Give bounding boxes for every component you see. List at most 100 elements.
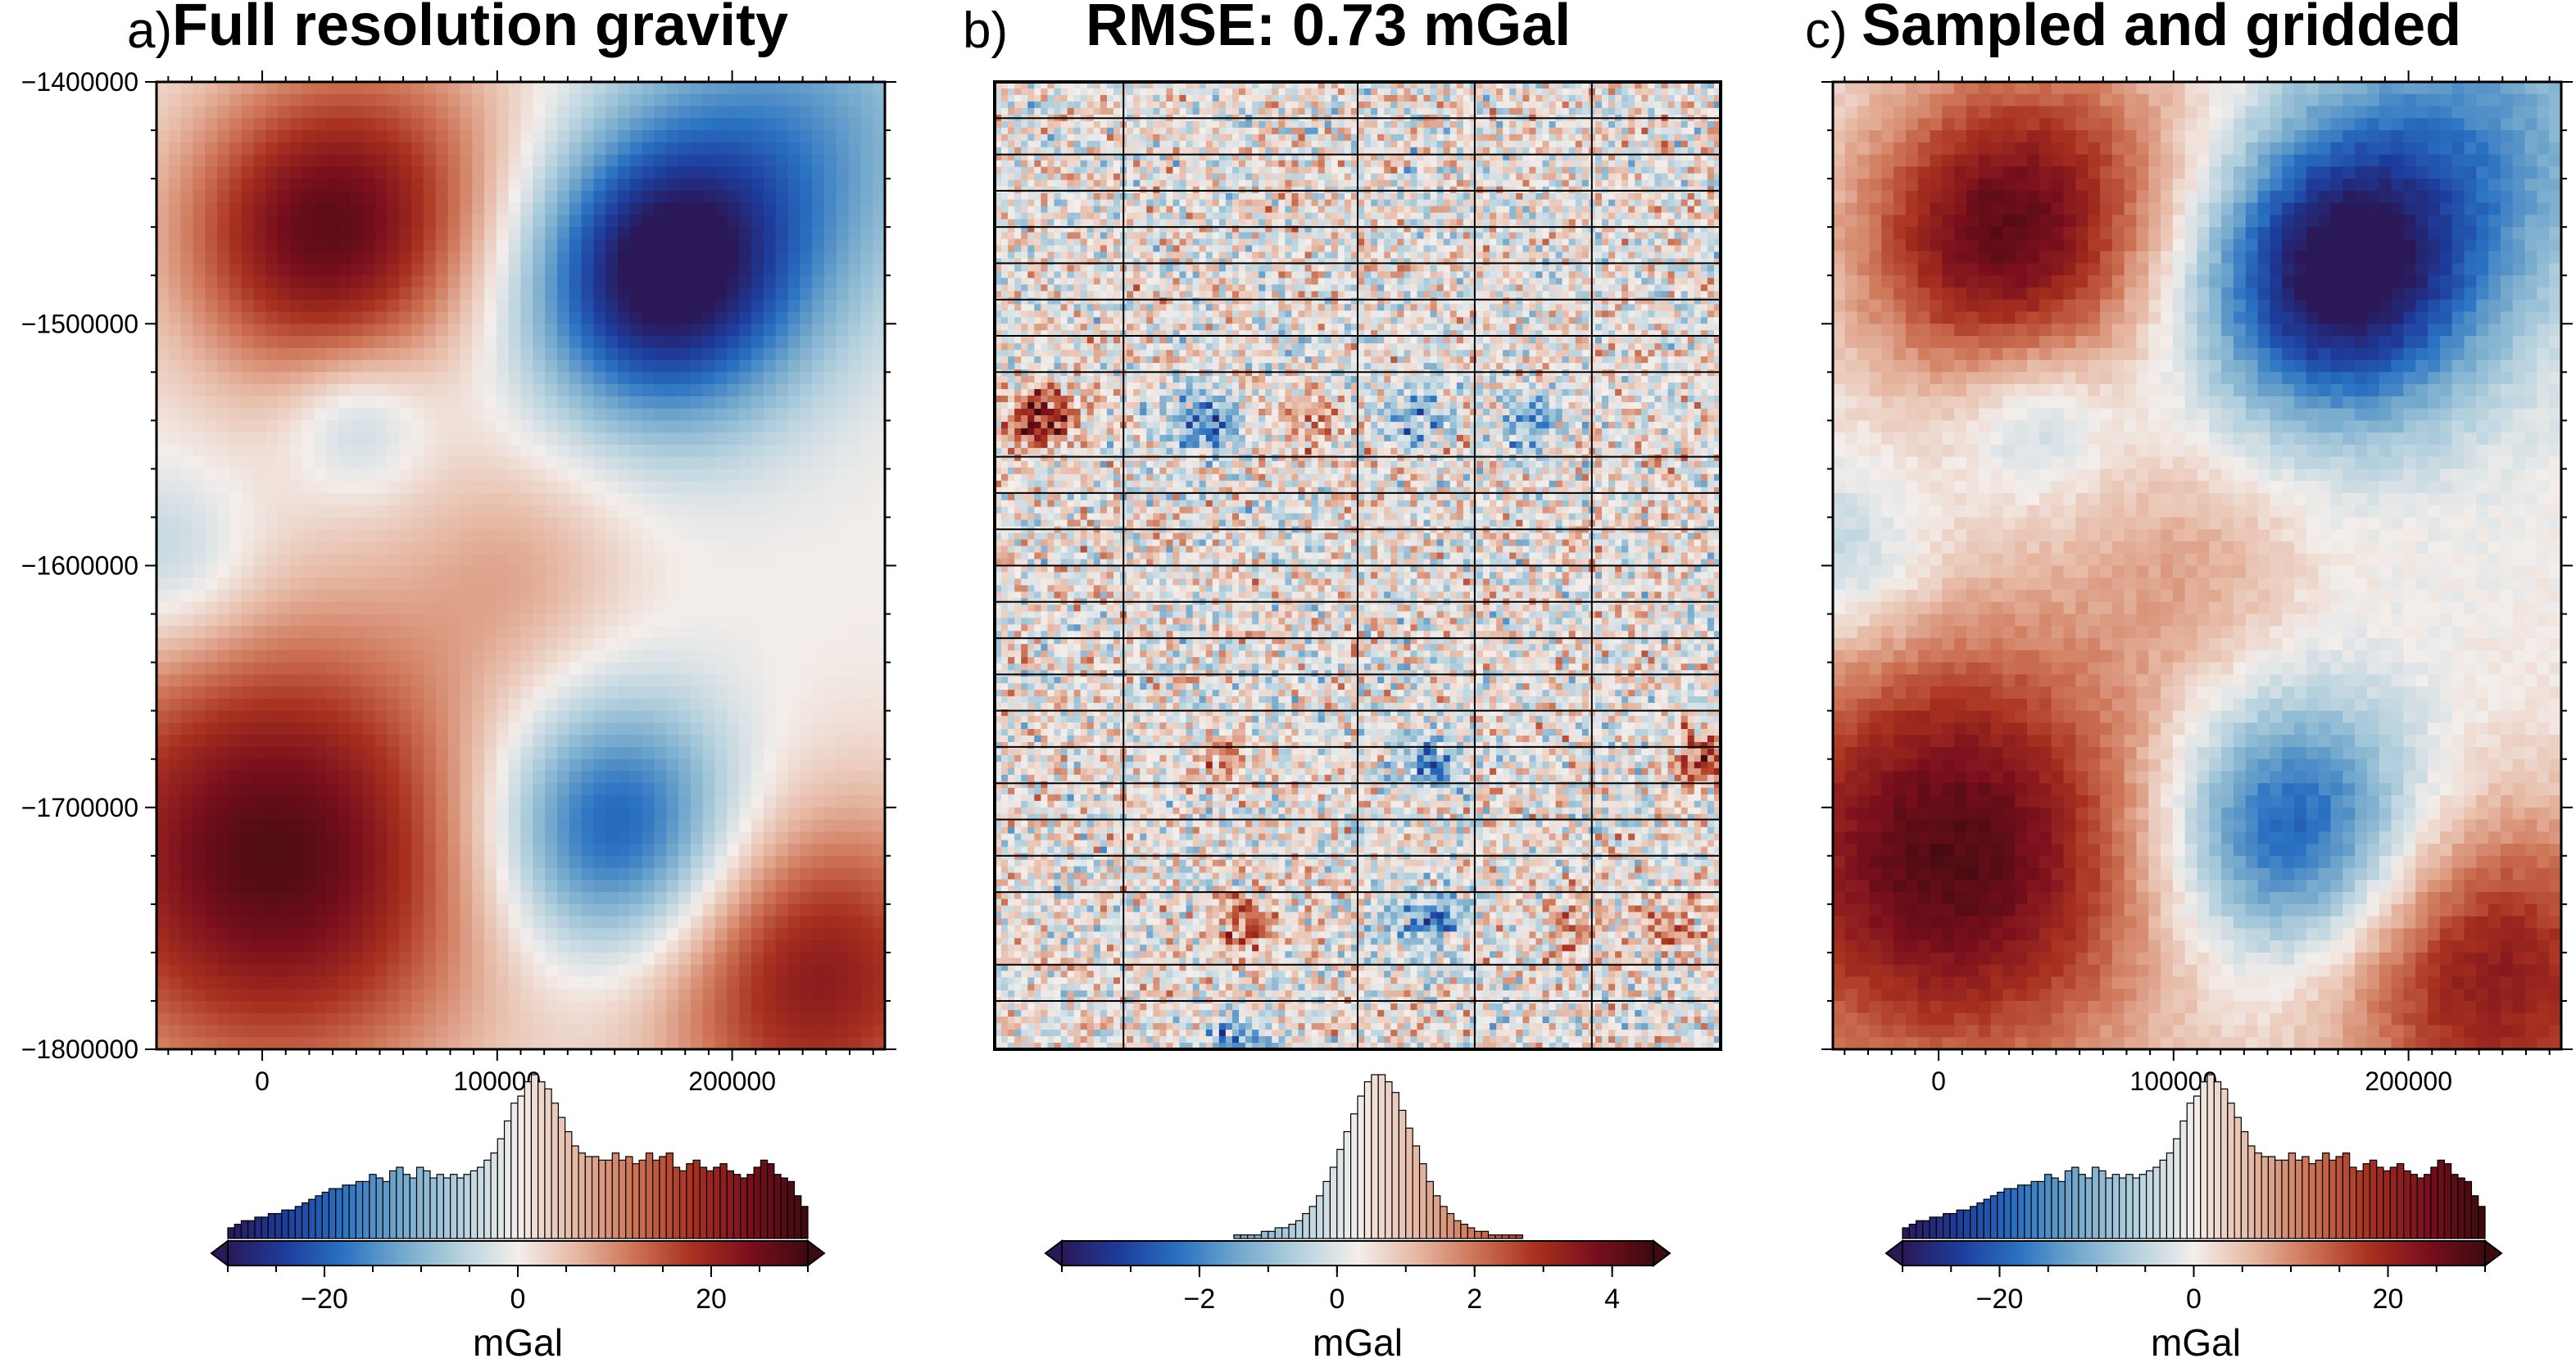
heatmap-cell	[278, 263, 290, 275]
heatmap-cell	[290, 288, 302, 300]
heatmap-cell	[460, 566, 472, 578]
heatmap-cell	[217, 179, 229, 191]
heatmap-cell	[739, 1013, 751, 1026]
heatmap-cell	[751, 191, 764, 203]
heatmap-cell	[618, 166, 630, 179]
heatmap-cell	[509, 928, 521, 940]
heatmap-cell	[460, 844, 472, 856]
heatmap-cell	[787, 686, 800, 699]
heatmap-cell	[351, 953, 363, 965]
heatmap-cell	[363, 953, 375, 965]
heatmap-cell	[678, 590, 691, 602]
heatmap-cell	[605, 722, 618, 735]
heatmap-cell	[776, 493, 788, 505]
heatmap-cell	[703, 106, 715, 119]
heatmap-cell	[460, 795, 472, 808]
heatmap-cell	[497, 82, 509, 94]
heatmap-cell	[642, 130, 655, 143]
heatmap-cell	[824, 965, 837, 977]
heatmap-cell	[375, 820, 388, 832]
heatmap-cell	[776, 481, 788, 493]
heatmap-cell	[302, 868, 315, 881]
heatmap-cell	[424, 771, 436, 783]
heatmap-cell	[278, 1037, 290, 1049]
heatmap-cell	[593, 215, 605, 227]
heatmap-cell	[351, 288, 363, 300]
heatmap-cell	[764, 1037, 776, 1049]
heatmap-cell	[691, 384, 703, 396]
heatmap-cell	[156, 409, 169, 421]
heatmap-cell	[764, 263, 776, 275]
heatmap-cell	[521, 396, 533, 409]
heatmap-cell	[484, 360, 497, 373]
heatmap-cell	[436, 130, 448, 143]
heatmap-cell	[691, 650, 703, 663]
heatmap-cell	[351, 372, 363, 384]
heatmap-cell	[727, 275, 739, 288]
heatmap-cell	[787, 493, 800, 505]
histogram-bar	[545, 1089, 551, 1238]
heatmap-cell	[205, 166, 217, 179]
heatmap-cell	[411, 469, 424, 481]
heatmap-cell	[181, 432, 193, 445]
heatmap-cell	[363, 203, 375, 215]
heatmap-cell	[751, 771, 764, 783]
heatmap-cell	[557, 215, 569, 227]
heatmap-cell	[642, 409, 655, 421]
heatmap-cell	[727, 179, 739, 191]
heatmap-cell	[727, 638, 739, 650]
heatmap-cell	[557, 203, 569, 215]
histogram-bar	[403, 1175, 410, 1238]
heatmap-cell	[363, 650, 375, 663]
heatmap-cell	[727, 808, 739, 820]
heatmap-cell	[678, 384, 691, 396]
heatmap-cell	[205, 288, 217, 300]
heatmap-cell	[812, 336, 824, 348]
heatmap-cell	[411, 1001, 424, 1013]
heatmap-cell	[691, 771, 703, 783]
heatmap-cell	[654, 155, 666, 167]
heatmap-cell	[727, 420, 739, 432]
heatmap-cell	[205, 856, 217, 868]
heatmap-cell	[278, 300, 290, 312]
heatmap-cell	[229, 674, 242, 686]
heatmap-cell	[582, 420, 594, 432]
heatmap-cell	[800, 868, 812, 881]
heatmap-cell	[229, 82, 242, 94]
heatmap-cell	[618, 517, 630, 529]
heatmap-cell	[812, 577, 824, 590]
heatmap-cell	[156, 420, 169, 432]
heatmap-cell	[873, 844, 885, 856]
heatmap-cell	[642, 965, 655, 977]
heatmap-cell	[800, 917, 812, 929]
heatmap-cell	[375, 227, 388, 239]
heatmap-cell	[800, 541, 812, 554]
heatmap-cell	[399, 239, 411, 251]
heatmap-cell	[399, 953, 411, 965]
heatmap-cell	[193, 384, 205, 396]
heatmap-cell	[860, 372, 873, 384]
heatmap-cell	[254, 1037, 266, 1049]
heatmap-cell	[654, 953, 666, 965]
heatmap-cell	[338, 880, 351, 892]
heatmap-cell	[351, 795, 363, 808]
heatmap-cell	[265, 1013, 278, 1026]
heatmap-cell	[388, 372, 400, 384]
heatmap-cell	[375, 106, 388, 119]
heatmap-cell	[569, 1013, 582, 1026]
heatmap-cell	[800, 892, 812, 904]
heatmap-cell	[849, 953, 861, 965]
heatmap-cell	[533, 106, 545, 119]
heatmap-cell	[569, 348, 582, 360]
heatmap-cell	[351, 868, 363, 881]
heatmap-cell	[338, 1001, 351, 1013]
heatmap-cell	[764, 566, 776, 578]
heatmap-cell	[812, 940, 824, 953]
heatmap-cell	[715, 118, 728, 130]
heatmap-cell	[497, 989, 509, 1001]
heatmap-cell	[776, 626, 788, 638]
heatmap-cell	[787, 143, 800, 155]
heatmap-cell	[326, 699, 338, 711]
heatmap-cell	[399, 457, 411, 469]
heatmap-cell	[691, 239, 703, 251]
